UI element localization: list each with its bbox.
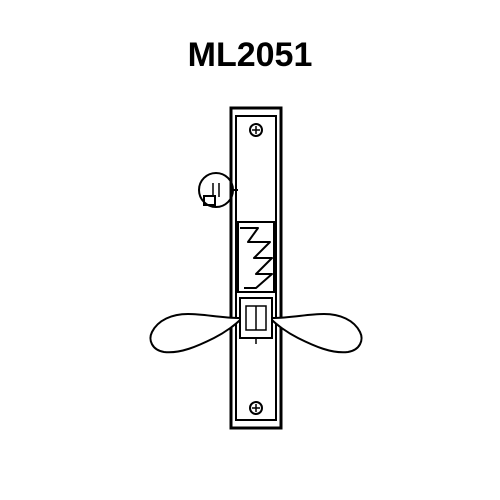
latch-zigzag [240,228,272,288]
left-lever [151,314,241,352]
lock-diagram: ML2051 [0,0,500,500]
lock-svg [0,0,500,500]
faceplate-inner [236,116,276,420]
right-lever [272,314,362,352]
